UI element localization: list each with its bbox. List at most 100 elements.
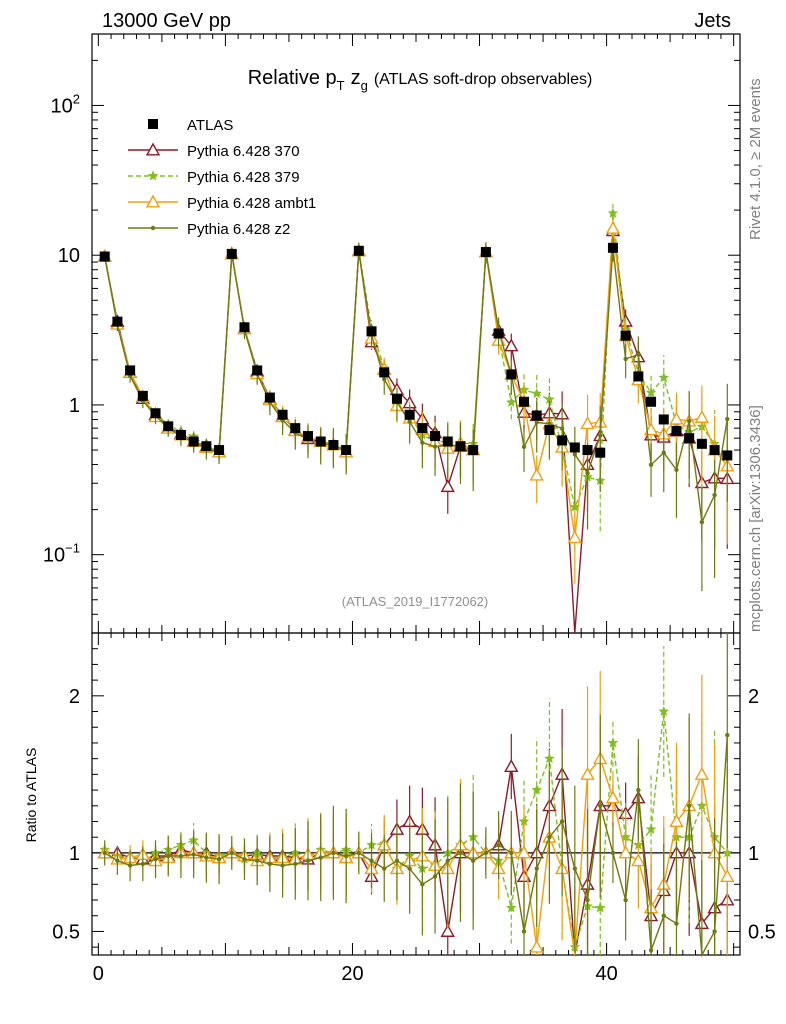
process-label: Jets bbox=[694, 10, 731, 32]
data-point bbox=[214, 445, 225, 456]
legend-swatch bbox=[148, 119, 158, 129]
data-series bbox=[99, 242, 733, 461]
series-ratio-point bbox=[607, 737, 619, 748]
legend-swatch-marker bbox=[147, 170, 159, 181]
series-point bbox=[674, 467, 679, 473]
x-tick-label: 40 bbox=[595, 963, 617, 985]
ratio-axis-label: Ratio to ATLAS bbox=[23, 748, 39, 843]
series-ratio-point bbox=[559, 819, 565, 824]
series-ratio-point bbox=[191, 852, 196, 857]
series-ratio-point bbox=[440, 923, 455, 937]
data-point bbox=[404, 409, 415, 420]
data-point bbox=[531, 410, 542, 421]
series-ratio-point bbox=[531, 784, 543, 795]
series-ratio-point bbox=[445, 858, 450, 863]
ratio-frame bbox=[91, 632, 741, 956]
series-ratio-point bbox=[585, 897, 590, 903]
data-point bbox=[328, 440, 339, 451]
series-ratio-point bbox=[382, 866, 387, 871]
series-ratio-point bbox=[636, 787, 641, 793]
data-point bbox=[252, 365, 263, 376]
series-ratio-point bbox=[229, 850, 234, 856]
data-point bbox=[493, 328, 504, 339]
series-ratio-point bbox=[686, 803, 692, 808]
series-point bbox=[504, 338, 519, 352]
series-ratio-point bbox=[605, 790, 621, 804]
data-point bbox=[175, 429, 186, 440]
series-ratio-point bbox=[254, 858, 260, 863]
series-point bbox=[505, 396, 517, 407]
data-point bbox=[125, 365, 136, 376]
series-ratio-point bbox=[623, 897, 628, 903]
series-point bbox=[623, 356, 628, 362]
mcplots-label: mcplots.cern.ch [arXiv:1306.3436] bbox=[747, 405, 764, 632]
data-point bbox=[582, 445, 593, 456]
legend-entry: Pythia 6.428 379 bbox=[128, 169, 300, 186]
data-point bbox=[163, 421, 174, 432]
series-ratio-point bbox=[115, 858, 120, 863]
data-point bbox=[646, 396, 657, 407]
legend-label: Pythia 6.428 370 bbox=[187, 143, 300, 160]
title-sub-t: T bbox=[337, 78, 345, 93]
title-z: z bbox=[351, 67, 361, 89]
series-line-main bbox=[104, 213, 728, 510]
title-sub-g: g bbox=[361, 78, 368, 93]
series-ratio-point bbox=[242, 856, 247, 862]
series-ratio-point bbox=[369, 858, 374, 863]
series-ratio-point bbox=[102, 850, 107, 856]
series-ratio-point bbox=[293, 861, 298, 867]
series-1 bbox=[99, 204, 733, 955]
series-ratio-point bbox=[140, 861, 146, 867]
series-point bbox=[598, 433, 603, 438]
series-ratio-point bbox=[470, 858, 476, 863]
series-point bbox=[607, 207, 619, 218]
data-point bbox=[519, 396, 529, 407]
x-tick-label: 20 bbox=[341, 963, 363, 985]
series-ratio-point bbox=[516, 845, 532, 859]
series-ratio-point bbox=[669, 814, 684, 827]
series-point bbox=[529, 467, 544, 481]
series-point bbox=[521, 444, 527, 450]
series-point bbox=[605, 220, 621, 234]
data-point bbox=[239, 322, 250, 333]
data-point bbox=[658, 414, 669, 425]
series-ratio-point bbox=[610, 850, 616, 856]
title-relative: Relative p bbox=[248, 67, 337, 89]
series-point bbox=[534, 420, 539, 425]
series-ratio-point bbox=[280, 863, 285, 868]
data-point bbox=[290, 423, 301, 434]
ratio-y-tick-label-right: 2 bbox=[748, 686, 759, 708]
series-point bbox=[572, 452, 578, 457]
series-ratio-point bbox=[725, 732, 730, 738]
series-ratio-point bbox=[343, 853, 349, 859]
data-point bbox=[303, 431, 313, 442]
series-ratio-point bbox=[712, 929, 717, 934]
series-point bbox=[648, 462, 654, 467]
series-point bbox=[694, 410, 710, 423]
legend-swatch-marker bbox=[145, 194, 161, 208]
data-point bbox=[417, 423, 428, 434]
series-ratio-point bbox=[509, 850, 514, 856]
series-ratio-point bbox=[580, 766, 595, 780]
data-point bbox=[137, 390, 148, 401]
series-point bbox=[645, 387, 657, 398]
data-point bbox=[188, 436, 199, 447]
title-suffix: (ATLAS soft-drop observables) bbox=[374, 71, 592, 88]
series-ratio-point bbox=[631, 853, 646, 867]
data-point bbox=[620, 330, 631, 341]
series-ratio-point bbox=[645, 823, 657, 834]
series-ratio-point bbox=[505, 902, 517, 913]
main-axes: 10−1 1 10 102 bbox=[43, 33, 741, 634]
series-ratio-point bbox=[458, 850, 463, 856]
series-point bbox=[382, 377, 387, 382]
data-point bbox=[277, 409, 288, 420]
ratio-y-tick-label: 0.5 bbox=[52, 921, 80, 943]
data-point bbox=[633, 371, 644, 382]
series-ratio-point bbox=[674, 921, 679, 926]
series-point bbox=[531, 387, 543, 399]
series-ratio-point bbox=[504, 759, 519, 773]
data-point bbox=[112, 316, 123, 327]
series-point bbox=[420, 440, 425, 445]
legend-entry: Pythia 6.428 ambt1 bbox=[128, 194, 316, 212]
series-ratio-point bbox=[544, 753, 555, 764]
